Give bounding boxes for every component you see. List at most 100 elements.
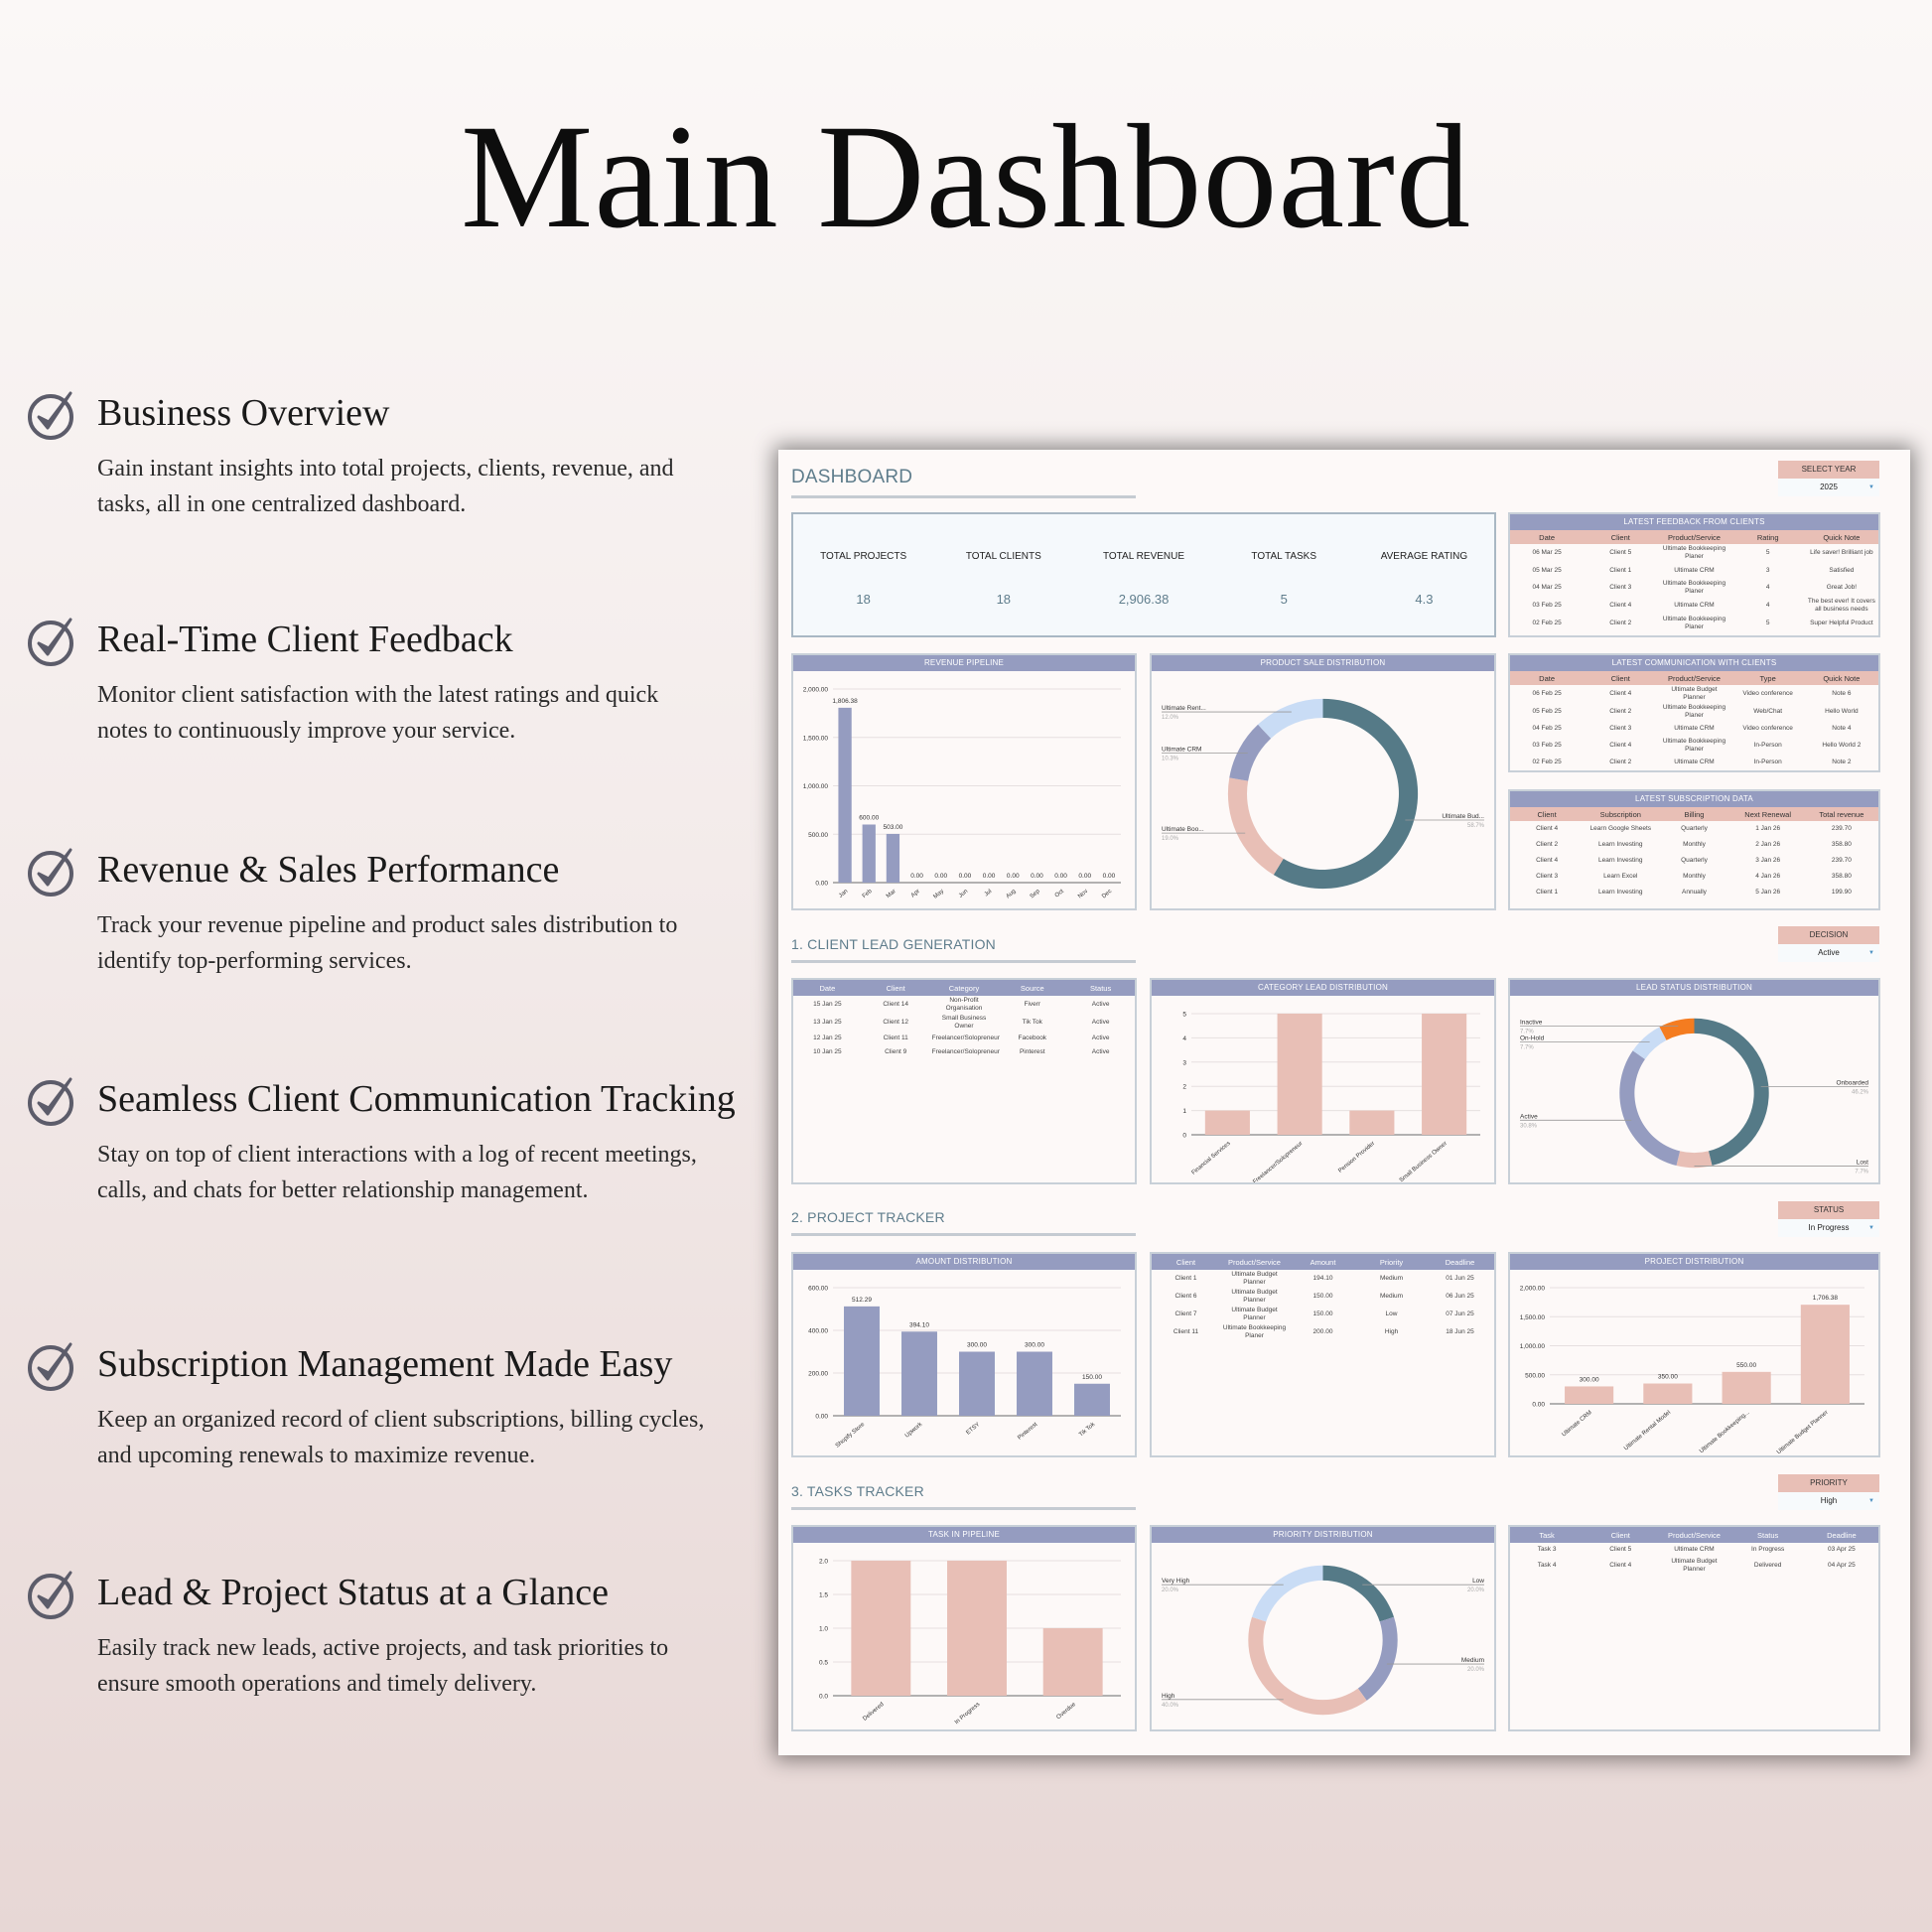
table-row[interactable]: 13 Jan 25 Client 12 Small Business Owner Ti… <box>793 1014 1135 1032</box>
donut-slice <box>1357 1616 1398 1701</box>
table-cell: Monthly <box>1683 873 1706 880</box>
table-cell: Ultimate Bookkeeping Planer <box>1662 738 1726 753</box>
donut-slice <box>1251 1565 1323 1622</box>
table-cell: Client 2 <box>1609 759 1632 765</box>
slice-percent: 20.0% <box>1467 1587 1485 1593</box>
table-cell: 05 Mar 25 <box>1532 566 1562 574</box>
table-row[interactable]: 05 Mar 25 Client 1 Ultimate CRM 3 Satisfied <box>1510 562 1878 579</box>
table-row[interactable]: Client 6 Ultimate Budget Planner 150.00 Med… <box>1152 1288 1494 1306</box>
dropdown-arrow-icon: ▼ <box>1868 484 1874 490</box>
table-row[interactable]: Task 3 Client 5 Ultimate CRM In Progress 03 … <box>1510 1543 1878 1557</box>
table-row[interactable]: 02 Feb 25 Client 2 Ultimate Bookkeeping Pl… <box>1510 615 1878 632</box>
data-label: 503.00 <box>883 824 902 831</box>
y-tick-label: 0.5 <box>819 1660 828 1667</box>
table-header-row: Task Client Product/Service Status Deadline <box>1510 1527 1878 1543</box>
table-cell: 18 Jun 25 <box>1446 1328 1474 1335</box>
data-table: Date Client Category Source Status 15 Jan 25 C… <box>793 980 1135 1059</box>
column-header: Client <box>1584 530 1658 544</box>
column-header: Category <box>929 980 999 996</box>
table-cell: Learn Google Sheets <box>1589 825 1651 832</box>
chart-svg: 0.00 500.00 1,000.00 1,500.00 2,000.001,806.… <box>803 687 1121 900</box>
data-table: Date Client Product/Service Type Quick Note 0… <box>1510 671 1878 770</box>
feature-description: Easily track new leads, active projects,… <box>97 1635 669 1697</box>
kpi-label: TOTAL PROJECTS <box>820 551 907 562</box>
project-distribution-card: PROJECT DISTRIBUTION 0.00 500.00 1,000.00 1,… <box>1508 1252 1880 1457</box>
y-tick-label: 1.0 <box>819 1626 828 1633</box>
table-cell: Client 1 <box>1536 889 1559 896</box>
table-cell: 07 Jun 25 <box>1446 1311 1474 1317</box>
slice-percent: 20.0% <box>1467 1667 1485 1673</box>
table-cell: Active <box>1091 1048 1110 1055</box>
kpi-label: TOTAL REVENUE <box>1102 551 1185 562</box>
slice-percent: 19.0% <box>1162 836 1179 842</box>
table-cell: Task 4 <box>1537 1562 1557 1569</box>
table-row[interactable]: Client 7 Ultimate Budget Planner 150.00 Low… <box>1152 1306 1494 1323</box>
table-row[interactable]: 06 Mar 25 Client 5 Ultimate Bookkeeping Pl… <box>1510 544 1878 562</box>
table-row[interactable]: 06 Feb 25 Client 4 Ultimate Budget Planner… <box>1510 685 1878 703</box>
dashboard-panel: DASHBOARD SELECT YEAR 2025 ▼ TOTAL PROJEC… <box>778 450 1910 1755</box>
table-row[interactable]: Client 1 Learn Investing Annually 5 Jan 26 1… <box>1510 885 1878 900</box>
data-table: Task Client Product/Service Status Deadline T… <box>1510 1527 1878 1575</box>
x-tick-label: May <box>932 889 945 900</box>
data-label: 1,806.38 <box>832 698 858 705</box>
decision-filter-dropdown[interactable]: DECISION Active ▼ <box>1778 926 1879 962</box>
table-cell: Active <box>1091 1019 1110 1026</box>
y-tick-label: 2,000.00 <box>803 687 829 694</box>
donut-slice <box>1258 698 1323 739</box>
table-row[interactable]: 10 Jan 25 Client 9 Freelancer/Solopreneur P… <box>793 1045 1135 1059</box>
table-row[interactable]: 04 Mar 25 Client 3 Ultimate Bookkeeping Pl… <box>1510 579 1878 597</box>
table-row[interactable]: 05 Feb 25 Client 2 Ultimate Bookkeeping Pl… <box>1510 703 1878 721</box>
table-row[interactable]: 03 Feb 25 Client 4 Ultimate CRM 4 The best e… <box>1510 597 1878 615</box>
priority-filter-value[interactable]: High ▼ <box>1778 1492 1879 1510</box>
x-tick-label: Delivered <box>862 1702 885 1723</box>
table-cell: 194.10 <box>1312 1275 1333 1282</box>
table-row[interactable]: 15 Jan 25 Client 14 Non-Profit Organisatio… <box>793 996 1135 1014</box>
chart-title: PRODUCT SALE DISTRIBUTION <box>1152 655 1494 671</box>
table-row[interactable]: Client 3 Learn Excel Monthly 4 Jan 26 358.80 <box>1510 869 1878 885</box>
table-row[interactable]: Task 4 Client 4 Ultimate Budget Planner Del… <box>1510 1557 1878 1575</box>
status-filter-value[interactable]: In Progress ▼ <box>1778 1219 1879 1237</box>
table-row[interactable]: Client 1 Ultimate Budget Planner 194.10 Med… <box>1152 1270 1494 1288</box>
status-filter-dropdown[interactable]: STATUS In Progress ▼ <box>1778 1201 1879 1237</box>
table-cell: In Progress <box>1751 1546 1785 1553</box>
slice-label: Ultimate Rent... <box>1162 705 1206 712</box>
y-tick-label: 0.00 <box>815 1414 828 1421</box>
table-row[interactable]: 03 Feb 25 Client 4 Ultimate Bookkeeping Pl… <box>1510 737 1878 755</box>
table-row[interactable]: Client 4 Learn Google Sheets Quarterly 1 Ja… <box>1510 821 1878 837</box>
column-header: Type <box>1730 671 1805 685</box>
table-cell: Ultimate Bookkeeping Planer <box>1662 545 1726 560</box>
decision-filter-label: DECISION <box>1778 926 1879 944</box>
table-cell: 06 Feb 25 <box>1532 690 1562 697</box>
select-year-dropdown[interactable]: SELECT YEAR 2025 ▼ <box>1778 461 1879 496</box>
x-tick-label: Pinterest <box>1017 1422 1038 1442</box>
data-label: 0.00 <box>959 873 972 880</box>
feature-heading: Revenue & Sales Performance <box>97 849 560 891</box>
dropdown-arrow-icon: ▼ <box>1868 1498 1874 1504</box>
table-cell: Client 3 <box>1609 584 1632 591</box>
task-pipeline-card: TASK IN PIPELINE 0.0 0.5 1.0 1.5 2.0 Delivered… <box>791 1525 1137 1731</box>
slice-label: Inactive <box>1520 1020 1543 1027</box>
priority-filter-dropdown[interactable]: PRIORITY High ▼ <box>1778 1474 1879 1510</box>
table-cell: Client 4 <box>1609 742 1632 749</box>
table-cell: Task 3 <box>1537 1546 1557 1553</box>
kpi-item: TOTAL REVENUE 2,906.38 <box>1073 514 1213 635</box>
table-row[interactable]: Client 11 Ultimate Bookkeeping Planer 200.… <box>1152 1323 1494 1341</box>
table-header-row: Client Product/Service Amount Priority Deadl… <box>1152 1254 1494 1270</box>
slice-label: On-Hold <box>1520 1035 1545 1042</box>
bar <box>1349 1110 1395 1135</box>
data-table: Client Subscription Billing Next Renewal Tot… <box>1510 807 1878 900</box>
column-header: Total revenue <box>1804 807 1878 821</box>
x-tick-label: Apr <box>910 889 921 899</box>
decision-filter-value[interactable]: Active ▼ <box>1778 944 1879 962</box>
table-row[interactable]: 02 Feb 25 Client 2 Ultimate CRM In-Person No… <box>1510 755 1878 770</box>
y-tick-label: 2 <box>1182 1084 1186 1091</box>
select-year-value[interactable]: 2025 ▼ <box>1778 479 1879 496</box>
table-row[interactable]: Client 2 Learn Investing Monthly 2 Jan 26 35… <box>1510 837 1878 853</box>
table-row[interactable]: Client 4 Learn Investing Quarterly 3 Jan 26… <box>1510 853 1878 869</box>
check-circle-icon <box>28 1342 73 1391</box>
subscription-table-card: LATEST SUBSCRIPTION DATA Client Subscripti… <box>1508 789 1880 910</box>
table-row[interactable]: 12 Jan 25 Client 11 Freelancer/Solopreneur… <box>793 1032 1135 1045</box>
data-label: 0.00 <box>1007 873 1020 880</box>
category-lead-distribution-card: CATEGORY LEAD DISTRIBUTION 0 1 2 3 4 5 Financia… <box>1150 978 1496 1184</box>
table-row[interactable]: 04 Feb 25 Client 3 Ultimate CRM Video confe… <box>1510 721 1878 737</box>
